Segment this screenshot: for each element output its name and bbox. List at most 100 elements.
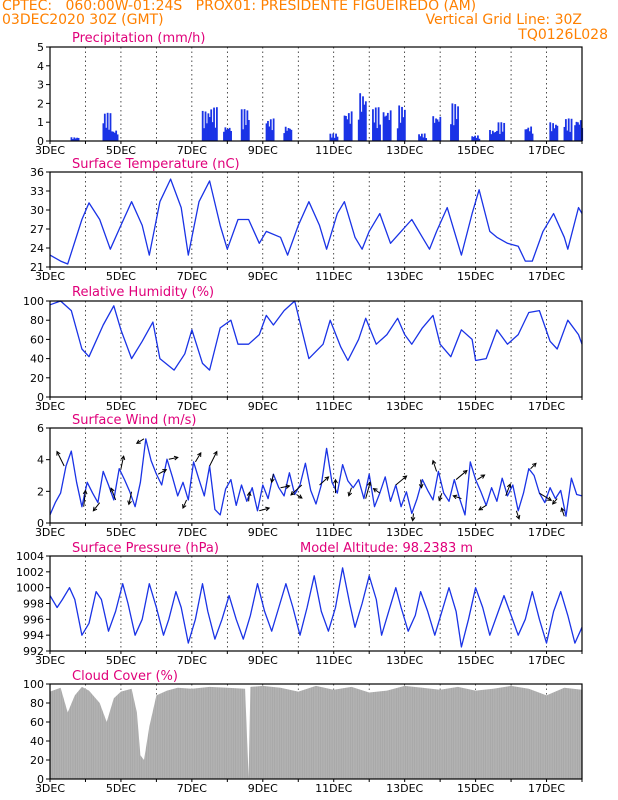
precip-bar	[105, 127, 108, 141]
x-tick-label: 7DEC	[177, 782, 207, 795]
wind-arrow	[168, 456, 178, 460]
precip-bar	[472, 136, 475, 141]
precip-bar	[267, 120, 269, 141]
x-tick-label: 5DEC	[106, 654, 136, 667]
panel-annotation: Model Altitude: 98.2383 m	[300, 541, 473, 556]
precip-bar	[228, 127, 231, 141]
precip-bar	[109, 133, 112, 141]
x-tick-label: 3DEC	[35, 270, 65, 283]
wind-arrow	[120, 456, 125, 469]
panel-2: 21 24 27 30 33 36 3DEC 5DEC 7DEC 9DEC 11DEC 13DEC 15…	[30, 157, 583, 283]
precip-bar	[419, 136, 422, 141]
precip-bar	[245, 125, 247, 141]
y-tick-label: 0	[37, 773, 44, 786]
y-tick-label: 100	[23, 678, 44, 691]
x-tick-label: 17DEC	[528, 270, 565, 283]
precip-bar	[116, 134, 119, 141]
wind-arrow	[110, 488, 117, 501]
precip-bar	[332, 133, 335, 141]
precip-bar	[569, 131, 572, 141]
y-tick-label: 0	[37, 391, 44, 404]
precip-bar	[109, 113, 112, 141]
precip-bar	[451, 103, 454, 141]
precip-bar	[402, 117, 405, 141]
y-tick-label: 5	[37, 41, 44, 54]
wind-arrow-head	[56, 450, 61, 456]
wind-arrow	[209, 451, 218, 467]
precip-bar	[491, 130, 494, 141]
y-tick-label: 2	[37, 485, 44, 498]
precip-bar	[213, 107, 215, 141]
wind-arrow-head	[213, 450, 218, 456]
y-tick-label: 60	[30, 716, 44, 729]
precip-bar	[438, 121, 440, 141]
precip-bar	[553, 128, 556, 141]
wind-arrow	[453, 495, 462, 500]
precip-bar	[425, 138, 428, 141]
precip-bar	[555, 124, 557, 141]
x-tick-label: 9DEC	[248, 400, 278, 413]
precip-bar	[201, 110, 204, 141]
wind-arrow	[505, 483, 511, 497]
precip-bar	[452, 125, 455, 141]
precip-bar	[71, 139, 74, 141]
y-tick-label: 1000	[16, 582, 44, 595]
x-tick-label: 7DEC	[177, 654, 207, 667]
precip-bar	[204, 111, 207, 141]
precip-bar	[76, 137, 79, 141]
y-tick-label: 30	[30, 204, 44, 217]
header-line2-right: Vertical Grid Line: 30Z	[425, 12, 582, 28]
precip-bar	[457, 106, 459, 141]
x-tick-label: 13DEC	[386, 270, 423, 283]
panel-3: 0 20 40 60 80 100 3DEC 5DEC 7DEC 9DEC 11DEC 13DEC 15…	[23, 285, 583, 413]
precip-bar	[556, 125, 559, 141]
precip-bar	[524, 129, 527, 141]
x-tick-label: 11DEC	[315, 144, 352, 157]
precip-bar	[214, 127, 217, 141]
precip-bar	[423, 133, 426, 141]
wind-arrow	[248, 492, 251, 502]
wind-arrow	[515, 510, 520, 520]
y-tick-label: 24	[30, 242, 44, 255]
panel-title: Cloud Cover (%)	[72, 669, 178, 684]
x-tick-label: 15DEC	[457, 654, 494, 667]
wind-arrow-head	[462, 469, 468, 475]
panel-frame	[49, 171, 583, 268]
precip-bar	[269, 119, 272, 141]
y-tick-label: 21	[30, 261, 44, 274]
precip-bar	[103, 113, 106, 141]
y-tick-label: 80	[30, 314, 44, 327]
precip-bar	[349, 123, 352, 141]
x-tick-label: 5DEC	[106, 526, 136, 539]
wind-arrow	[83, 490, 86, 507]
y-tick-label: 992	[23, 645, 44, 658]
panel-frame	[49, 300, 583, 398]
precip-bar	[108, 129, 110, 141]
precip-bar	[283, 133, 286, 141]
precip-bar	[203, 128, 206, 141]
x-tick-label: 13DEC	[386, 400, 423, 413]
panel-title: Surface Temperature (nC)	[72, 157, 240, 172]
y-tick-label: 80	[30, 697, 44, 710]
wind-arrow-head	[478, 506, 484, 511]
precip-bar	[74, 138, 77, 141]
precip-bar	[549, 122, 552, 141]
y-tick-label: 20	[30, 372, 44, 385]
precip-bar	[343, 115, 346, 141]
x-tick-label: 3DEC	[35, 654, 65, 667]
precip-bar	[496, 130, 498, 141]
wind-arrow-head	[110, 487, 115, 493]
x-tick-label: 5DEC	[106, 270, 136, 283]
x-tick-label: 15DEC	[457, 400, 494, 413]
x-tick-label: 5DEC	[106, 144, 136, 157]
x-tick-label: 7DEC	[177, 400, 207, 413]
x-tick-label: 15DEC	[457, 144, 494, 157]
precip-bar	[525, 129, 528, 141]
x-tick-label: 17DEC	[528, 782, 565, 795]
precip-bar	[489, 130, 491, 141]
precip-bar	[552, 123, 555, 141]
precip-bar	[550, 131, 553, 141]
precip-bar	[503, 122, 506, 141]
precip-bar	[528, 131, 531, 141]
precip-bar	[386, 112, 389, 141]
